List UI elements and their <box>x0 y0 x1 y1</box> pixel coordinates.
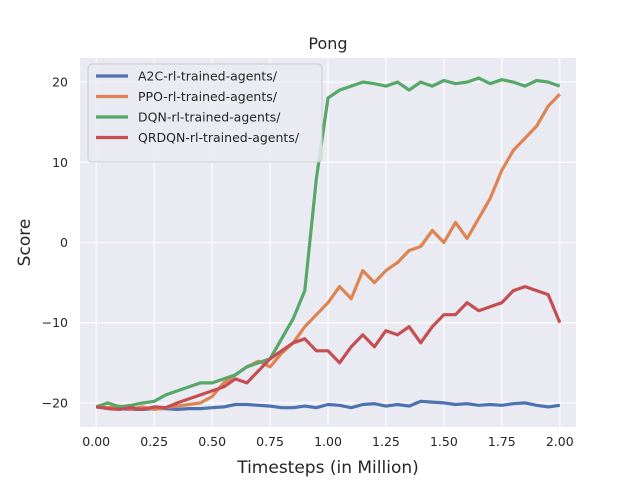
y-tick-label: −20 <box>42 395 68 410</box>
x-tick-labels: 0.00 0.25 0.50 0.75 1.00 1.25 1.50 1.75 2.00 <box>82 434 573 449</box>
y-axis-label: Score <box>15 219 35 267</box>
x-tick-label: 2.00 <box>546 434 574 449</box>
x-tick-label: 1.25 <box>372 434 400 449</box>
y-tick-label: −10 <box>42 315 68 330</box>
legend-entry-label: A2C-rl-trained-agents/ <box>138 69 278 84</box>
legend-entry-label: QRDQN-rl-trained-agents/ <box>138 130 300 145</box>
legend-box <box>87 63 323 163</box>
x-tick-label: 1.75 <box>488 434 516 449</box>
legend: A2C-rl-trained-agents/PPO-rl-trained-age… <box>87 63 323 163</box>
legend-entry-label: PPO-rl-trained-agents/ <box>138 89 278 104</box>
x-tick-label: 0.25 <box>140 434 168 449</box>
x-tick-label: 0.75 <box>256 434 284 449</box>
x-tick-label: 1.50 <box>430 434 458 449</box>
series-line-0 <box>96 399 561 411</box>
y-tick-label: 0 <box>60 235 68 250</box>
x-tick-label: 0.50 <box>198 434 226 449</box>
y-tick-label: 10 <box>52 155 68 170</box>
series-line-2 <box>95 76 561 409</box>
series-line-1 <box>96 92 561 411</box>
legend-entry-label: DQN-rl-trained-agents/ <box>138 110 281 125</box>
x-tick-label: 0.00 <box>82 434 110 449</box>
x-axis-label: Timesteps (in Million) <box>236 458 419 478</box>
series-line-3 <box>95 285 562 411</box>
series-layer <box>95 76 562 411</box>
y-tick-labels: −20 −10 0 10 20 <box>42 75 68 411</box>
y-tick-label: 20 <box>52 75 68 90</box>
x-tick-label: 1.00 <box>314 434 342 449</box>
chart-title: Pong <box>308 34 347 53</box>
